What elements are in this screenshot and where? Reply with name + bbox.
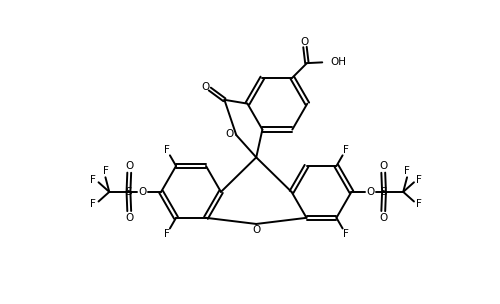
Text: O: O	[379, 161, 388, 171]
Text: O: O	[301, 37, 309, 47]
Text: F: F	[342, 229, 348, 239]
Text: OH: OH	[330, 57, 346, 67]
Text: F: F	[90, 175, 96, 185]
Text: F: F	[102, 166, 108, 176]
Text: S: S	[380, 187, 388, 197]
Text: O: O	[201, 82, 209, 92]
Text: F: F	[416, 175, 422, 185]
Text: F: F	[342, 145, 348, 155]
Text: O: O	[125, 212, 134, 223]
Text: S: S	[125, 187, 132, 197]
Text: F: F	[416, 199, 422, 209]
Text: O: O	[138, 187, 146, 197]
Text: O: O	[125, 161, 134, 171]
Text: F: F	[164, 145, 170, 155]
Text: O: O	[252, 225, 260, 235]
Text: F: F	[90, 199, 96, 209]
Text: O: O	[379, 212, 388, 223]
Text: F: F	[164, 229, 170, 239]
Text: F: F	[404, 166, 410, 176]
Text: O: O	[226, 129, 234, 139]
Text: O: O	[366, 187, 374, 197]
